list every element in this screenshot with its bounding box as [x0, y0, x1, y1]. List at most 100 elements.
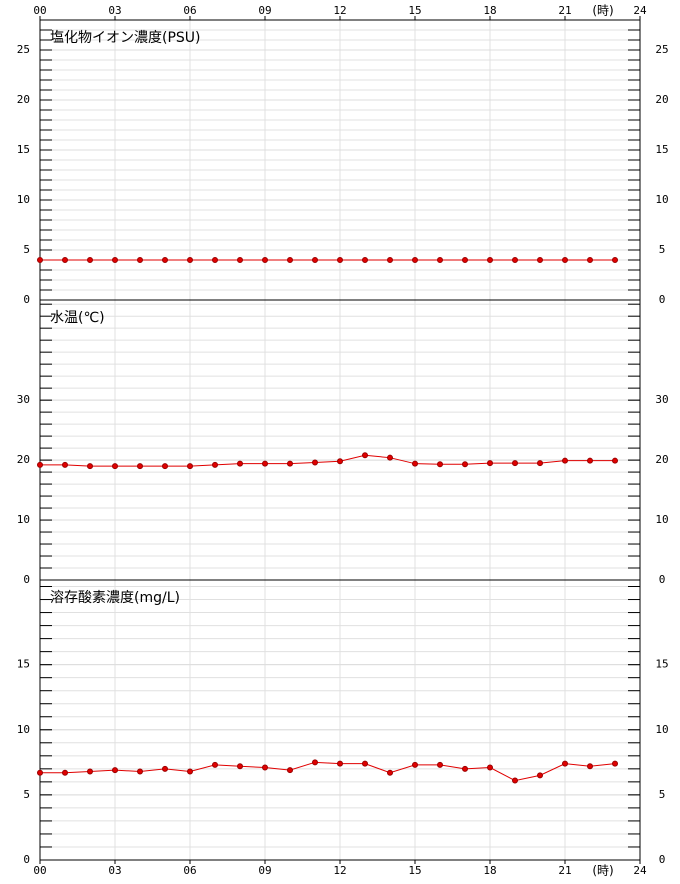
point: [337, 257, 343, 263]
point: [312, 257, 318, 263]
point: [437, 257, 443, 263]
y-tick-label: 5: [23, 788, 30, 801]
x-tick-label: 18: [483, 4, 496, 17]
y2-tick-label: 15: [655, 143, 668, 156]
point: [87, 463, 93, 470]
point: [262, 764, 268, 771]
x-tick-label: 18: [483, 864, 496, 877]
point: [437, 761, 443, 768]
point: [562, 760, 568, 767]
point: [562, 257, 568, 263]
point: [387, 257, 393, 263]
point: [212, 461, 218, 468]
y2-tick-label: 20: [655, 93, 668, 106]
y2-tick-label: 10: [655, 193, 668, 206]
point: [487, 257, 493, 263]
point: [237, 763, 243, 770]
point: [37, 257, 43, 263]
y2-tick-label: 20: [655, 453, 668, 466]
x-axis-label: (時): [592, 864, 613, 878]
y2-tick-label: 0: [659, 293, 666, 306]
point: [362, 452, 368, 459]
point: [312, 459, 318, 466]
y-tick-label: 15: [17, 143, 30, 156]
point: [462, 461, 468, 468]
point: [237, 460, 243, 467]
y-tick-label: 15: [17, 658, 30, 671]
point: [187, 768, 193, 775]
x-tick-label: 09: [258, 864, 271, 877]
point: [162, 257, 168, 263]
point: [62, 769, 68, 776]
point: [437, 461, 443, 468]
point: [487, 460, 493, 467]
y-tick-label: 20: [17, 453, 30, 466]
y2-tick-label: 30: [655, 393, 668, 406]
point: [612, 257, 618, 263]
point: [237, 257, 243, 263]
point: [337, 760, 343, 767]
y-tick-label: 10: [17, 513, 30, 526]
point: [262, 257, 268, 263]
point: [212, 761, 218, 768]
point: [187, 463, 193, 470]
y2-tick-label: 5: [659, 243, 666, 256]
point: [412, 460, 418, 467]
x-tick-label: 00: [33, 4, 46, 17]
x-tick-label: 21: [558, 864, 571, 877]
x-tick-label: 15: [408, 864, 421, 877]
point: [362, 257, 368, 263]
point: [262, 460, 268, 467]
point: [362, 760, 368, 767]
y2-tick-label: 10: [655, 513, 668, 526]
point: [537, 772, 543, 779]
x-tick-label: 12: [333, 4, 346, 17]
x-tick-label: 15: [408, 4, 421, 17]
x-tick-label: 06: [183, 4, 196, 17]
point: [287, 460, 293, 467]
x-tick-label: 24: [633, 4, 647, 17]
point: [87, 257, 93, 263]
x-tick-label: 09: [258, 4, 271, 17]
point: [87, 768, 93, 775]
panel-title: 塩化物イオン濃度(PSU): [50, 30, 201, 46]
x-tick-label: 06: [183, 864, 196, 877]
point: [287, 257, 293, 263]
point: [112, 767, 118, 774]
point: [337, 458, 343, 465]
point: [412, 761, 418, 768]
point: [587, 763, 593, 770]
y-tick-label: 0: [23, 573, 30, 586]
y2-tick-label: 15: [655, 658, 668, 671]
x-tick-label: 03: [108, 864, 121, 877]
y2-tick-label: 5: [659, 788, 666, 801]
point: [62, 257, 68, 263]
point: [312, 759, 318, 766]
point: [37, 461, 43, 468]
point: [112, 463, 118, 470]
point: [287, 767, 293, 774]
point: [37, 769, 43, 776]
y-tick-label: 10: [17, 193, 30, 206]
y2-tick-label: 0: [659, 853, 666, 866]
point: [112, 257, 118, 263]
x-tick-label: 03: [108, 4, 121, 17]
point: [62, 461, 68, 468]
y-tick-label: 20: [17, 93, 30, 106]
y-tick-label: 10: [17, 723, 30, 736]
y-tick-label: 0: [23, 853, 30, 866]
y2-tick-label: 10: [655, 723, 668, 736]
point: [487, 764, 493, 771]
point: [612, 760, 618, 767]
point: [387, 769, 393, 776]
point: [137, 257, 143, 263]
y-tick-label: 30: [17, 393, 30, 406]
point: [387, 454, 393, 461]
x-tick-label: 24: [633, 864, 647, 877]
point: [462, 765, 468, 772]
point: [587, 257, 593, 263]
point: [512, 257, 518, 263]
point: [512, 777, 518, 784]
line: [40, 454, 615, 467]
